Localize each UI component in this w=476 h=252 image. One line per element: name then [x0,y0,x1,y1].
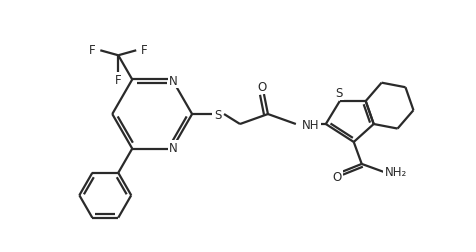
Text: NH₂: NH₂ [385,166,407,179]
Text: F: F [141,44,148,56]
Text: NH: NH [302,118,319,131]
Text: S: S [335,86,342,99]
Text: F: F [115,73,121,86]
Text: O: O [258,80,267,93]
Text: F: F [89,44,96,56]
Text: O: O [332,171,341,184]
Text: S: S [214,108,222,121]
Text: N: N [169,75,178,88]
Text: N: N [169,142,178,154]
